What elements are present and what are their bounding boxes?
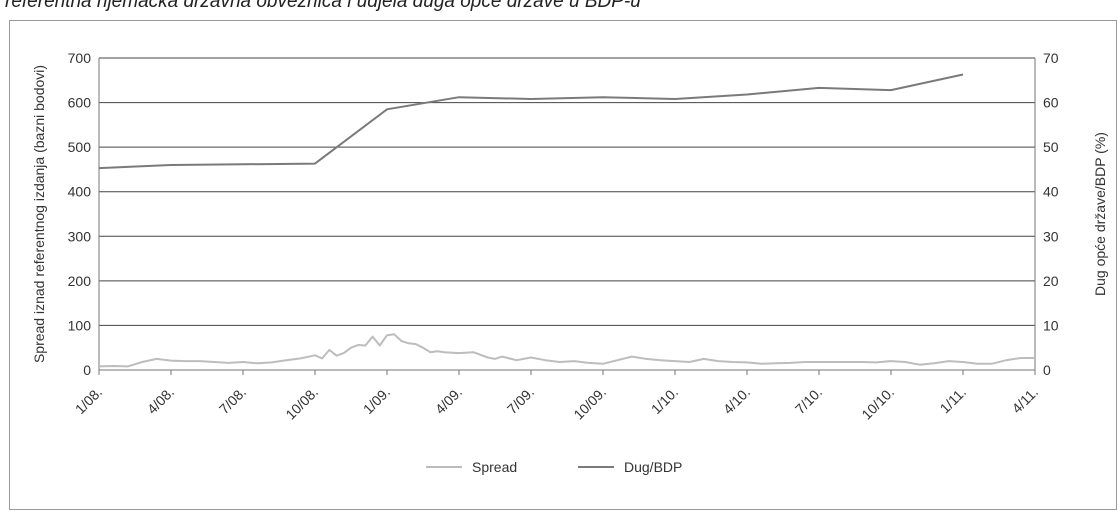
right-tick-label: 0: [1043, 362, 1051, 378]
left-axis-title: Spread iznad referentnog izdanja (bazni …: [31, 65, 47, 363]
x-tick-label: 1/09.: [360, 384, 393, 417]
left-tick-label: 700: [68, 50, 92, 66]
left-tick-label: 0: [83, 362, 91, 378]
left-tick-label: 300: [68, 228, 92, 244]
legend-spread-label: Spread: [472, 459, 517, 475]
x-tick-label: 10/09.: [570, 384, 609, 423]
grid-lines: [98, 57, 1036, 375]
left-axis-ticks: 0 100 200 300 400 500 600 700: [68, 50, 92, 378]
right-tick-label: 30: [1043, 228, 1059, 244]
right-tick-label: 60: [1043, 95, 1059, 111]
x-tick-label: 1/11.: [937, 384, 970, 417]
x-tick-label: 4/08.: [144, 384, 177, 417]
right-axis-title: Dug opće države/BDP (%): [1092, 132, 1108, 296]
x-tick-label: 1/08.: [72, 384, 105, 417]
chart-frame: 0 100 200 300 400 500 600 700 0 10 20 30 40 50 60 70 1…: [9, 20, 1117, 510]
left-tick-label: 200: [68, 273, 92, 289]
x-tick-label: 7/10.: [792, 384, 825, 417]
x-tick-label: 4/11.: [1009, 384, 1042, 417]
x-tick-label: 7/08.: [216, 384, 249, 417]
x-tick-label: 7/09.: [504, 384, 537, 417]
x-tick-label: 1/10.: [648, 384, 681, 417]
x-tick-label: 10/10.: [858, 384, 897, 423]
right-axis-ticks: 0 10 20 30 40 50 60 70: [1043, 50, 1059, 378]
right-tick-label: 10: [1043, 317, 1059, 333]
left-tick-label: 400: [68, 184, 92, 200]
legend: Spread Dug/BDP: [426, 459, 682, 475]
left-tick-label: 100: [68, 317, 92, 333]
x-tick-label: 10/08.: [282, 384, 321, 423]
right-tick-label: 20: [1043, 273, 1059, 289]
series-lines: [98, 73, 1035, 368]
right-tick-label: 40: [1043, 184, 1059, 200]
right-tick-label: 50: [1043, 139, 1059, 155]
line-chart: 0 100 200 300 400 500 600 700 0 10 20 30 40 50 60 70 1…: [31, 50, 1108, 475]
left-tick-label: 500: [68, 139, 92, 155]
x-tick-label: 4/09.: [432, 384, 465, 417]
series-line-dug-bdp: [98, 73, 964, 170]
left-tick-label: 600: [68, 95, 92, 111]
right-tick-label: 70: [1043, 50, 1059, 66]
x-axis-ticks: 1/08. 4/08. 7/08. 10/08. 1/09. 4/09. 7/09. 10/0…: [72, 384, 1041, 423]
x-tick-label: 4/10.: [720, 384, 753, 417]
chart-heading: referentna njemačka državna obveznica i …: [5, 0, 641, 12]
legend-dug-label: Dug/BDP: [624, 459, 682, 475]
series-line-spread: [98, 333, 1035, 368]
